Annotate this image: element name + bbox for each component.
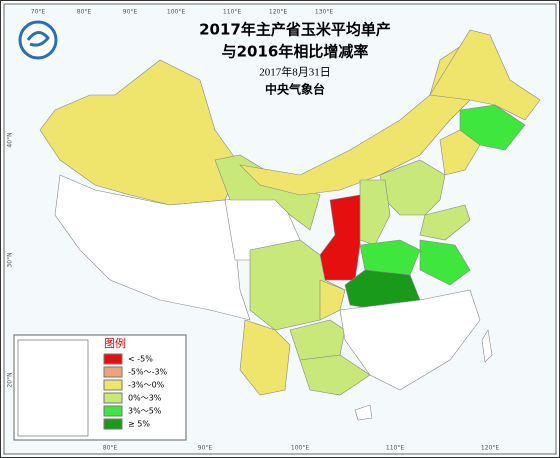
legend-label: 3%～5% [128, 407, 162, 416]
lat-label: 30°N [7, 252, 14, 267]
lon-label: 120°E [481, 445, 499, 452]
legend-label: < -5% [128, 355, 153, 364]
legend-swatch [103, 353, 123, 365]
legend-label: 0%～3% [128, 394, 162, 403]
legend-title: 图例 [104, 336, 126, 350]
regions [39, 29, 541, 421]
logo [18, 20, 58, 60]
lon-label: 110°E [386, 445, 404, 452]
agency: 中央气象台 [265, 82, 325, 97]
lon-label: 70°E [31, 9, 46, 16]
title: 2017年主产省玉米平均单产 [199, 21, 391, 39]
lon-label: 80°E [103, 445, 118, 452]
lon-label: 120°E [269, 9, 287, 16]
subtitle: 与2016年相比增减率 [222, 43, 369, 61]
inset-map [17, 339, 89, 437]
lon-label: 110°E [223, 9, 241, 16]
lon-label: 90°E [123, 9, 138, 16]
lon-label: 100°E [167, 9, 185, 16]
legend-swatch [103, 405, 123, 417]
legend-swatch [103, 418, 123, 430]
lat-label: 40°N [7, 132, 14, 147]
legend-label: -5%～-3% [128, 368, 168, 377]
legend-swatch [103, 366, 123, 378]
lon-label: 90°E [198, 445, 213, 452]
legend-label: ≥ 5% [128, 420, 150, 429]
logo-mark [26, 31, 50, 47]
lon-label: 100°E [291, 445, 309, 452]
legend-swatch [103, 379, 123, 391]
graticule-labels: 70°E 80°E 90°E 100°E 110°E 120°E 130°E 80°E 90°E… [7, 9, 500, 452]
date: 2017年8月31日 [259, 65, 331, 79]
lon-label: 80°E [77, 9, 92, 16]
lat-label: 20°N [7, 372, 14, 387]
legend-swatch [103, 392, 123, 404]
legend-label: -3%～0% [128, 381, 165, 390]
lon-label: 130°E [315, 9, 333, 16]
legend: < -5% -5%～-3% -3%～0% 0%～3% 3%～5% ≥ 5% [103, 353, 168, 430]
